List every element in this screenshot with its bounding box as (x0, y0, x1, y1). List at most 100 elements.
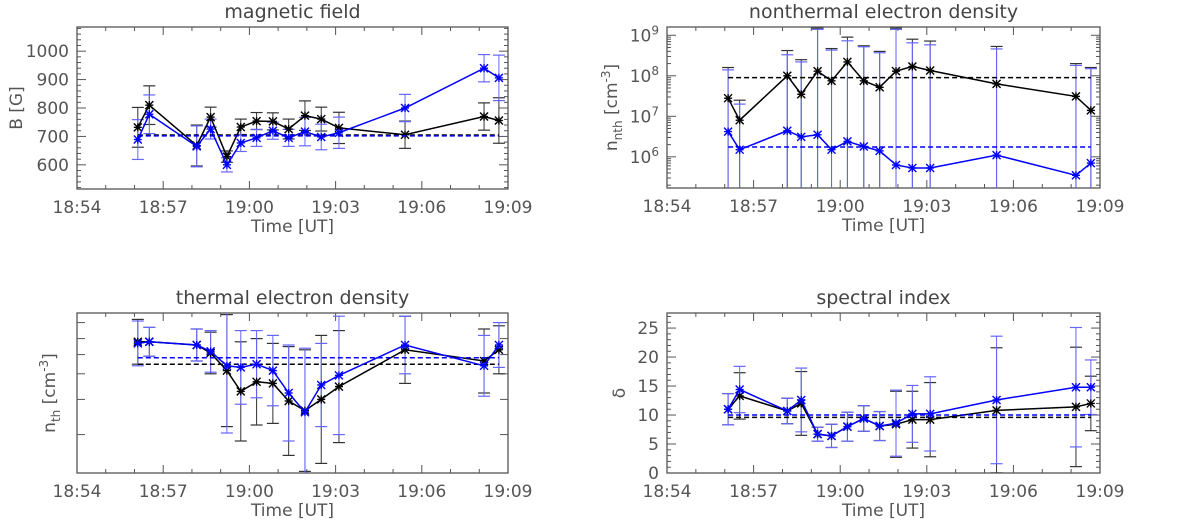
data-point (236, 362, 246, 372)
y-tick-label: 5 (648, 435, 659, 455)
x-tick-label: 18:54 (643, 482, 692, 502)
data-point (479, 63, 489, 73)
data-point (1071, 170, 1081, 180)
data-point (875, 421, 885, 431)
y-tick-label: 107​ (630, 104, 659, 127)
data-point (842, 136, 852, 146)
data-point (284, 124, 294, 134)
panel-spectral-index: spectral index 18:54 18:57 19:00 19:03 19:06 1… (610, 287, 1125, 521)
data-point (827, 145, 837, 155)
data-point (268, 366, 278, 376)
data-point (222, 361, 232, 371)
data-point (925, 409, 935, 419)
data-point (1071, 382, 1081, 392)
data-point (875, 146, 885, 156)
data-point (316, 380, 326, 390)
data-point (400, 340, 410, 350)
data-point (206, 112, 216, 122)
x-tick-label: 18:57 (139, 482, 188, 502)
x-tick-label: 18:54 (53, 482, 102, 502)
panel-nonthermal-electron-density: nonthermal electron density 18:54 18:57 19:… (599, 1, 1125, 236)
data-point (907, 61, 917, 71)
plot-frame (76, 312, 509, 474)
y-axis-label: δ (610, 388, 630, 398)
data-point (992, 395, 1002, 405)
data-point (252, 377, 262, 387)
x-tick-label: 19:06 (989, 482, 1038, 502)
x-tick-label: 18:54 (53, 198, 102, 218)
data-point (782, 71, 792, 81)
panel-magnetic-field: magnetic field 18:54 18:57 19:00 19:03 19:06 1… (7, 1, 533, 237)
data-point (268, 378, 278, 388)
data-point (859, 414, 869, 424)
data-point (723, 93, 733, 103)
data-point (782, 406, 792, 416)
y-tick-label: 600 (37, 156, 69, 176)
chart-title: spectral index (816, 287, 950, 309)
data-point (796, 132, 806, 142)
data-point (284, 388, 294, 398)
y-tick-label: 20 (637, 348, 659, 368)
data-point (813, 130, 823, 140)
data-point (133, 338, 143, 348)
data-point (334, 382, 344, 392)
data-point (300, 127, 310, 137)
x-tick-label: 19:03 (311, 198, 360, 218)
data-point (316, 394, 326, 404)
data-point (842, 57, 852, 67)
data-point (284, 396, 294, 406)
y-axis-label: B [G] (7, 86, 27, 130)
data-point (891, 66, 901, 76)
data-point (842, 422, 852, 432)
data-point (494, 73, 504, 83)
x-tick-label: 19:03 (311, 482, 360, 502)
data-point (1071, 91, 1081, 101)
data-point (479, 361, 489, 371)
data-point (316, 132, 326, 142)
x-tick-label: 19:09 (1076, 197, 1125, 217)
data-point (300, 111, 310, 121)
data-point (133, 135, 143, 145)
plot-frame (666, 312, 1101, 474)
chart-title: magnetic field (224, 1, 360, 23)
plot-frame (666, 26, 1101, 189)
x-tick-label: 19:06 (989, 197, 1038, 217)
data-point (1071, 402, 1081, 412)
data-point (796, 395, 806, 405)
data-layer (722, 326, 1097, 473)
data-point (144, 100, 154, 110)
data-point (992, 405, 1002, 415)
y-tick-label: 108​ (630, 64, 659, 87)
data-point (206, 346, 216, 356)
data-point (827, 431, 837, 441)
data-point (813, 429, 823, 439)
series-line-0 (727, 60, 1092, 122)
x-tick-label: 19:06 (397, 482, 446, 502)
x-tick-label: 19:09 (484, 482, 533, 502)
data-point (859, 76, 869, 86)
panel-thermal-electron-density: thermal electron density 18:54 18:57 19:00 1… (37, 287, 533, 521)
x-tick-label: 18:57 (139, 198, 188, 218)
data-point (925, 163, 935, 173)
data-point (875, 82, 885, 92)
data-point (782, 126, 792, 136)
data-point (252, 116, 262, 126)
data-point (334, 370, 344, 380)
x-tick-label: 19:09 (1076, 482, 1125, 502)
y-tick-label: 25 (637, 319, 659, 339)
data-point (222, 160, 232, 170)
data-point (907, 163, 917, 173)
data-point (494, 340, 504, 350)
data-point (992, 150, 1002, 160)
data-point (206, 124, 216, 134)
y-tick-label: 700 (37, 127, 69, 147)
y-tick-label: 1000 (26, 42, 69, 62)
data-point (334, 128, 344, 138)
x-axis-label: Time [UT] (841, 501, 925, 521)
data-point (400, 103, 410, 113)
x-axis-label: Time [UT] (250, 501, 334, 521)
x-tick-label: 19:00 (816, 482, 865, 502)
data-point (1086, 105, 1096, 115)
data-point (236, 122, 246, 132)
data-point (1086, 382, 1096, 392)
